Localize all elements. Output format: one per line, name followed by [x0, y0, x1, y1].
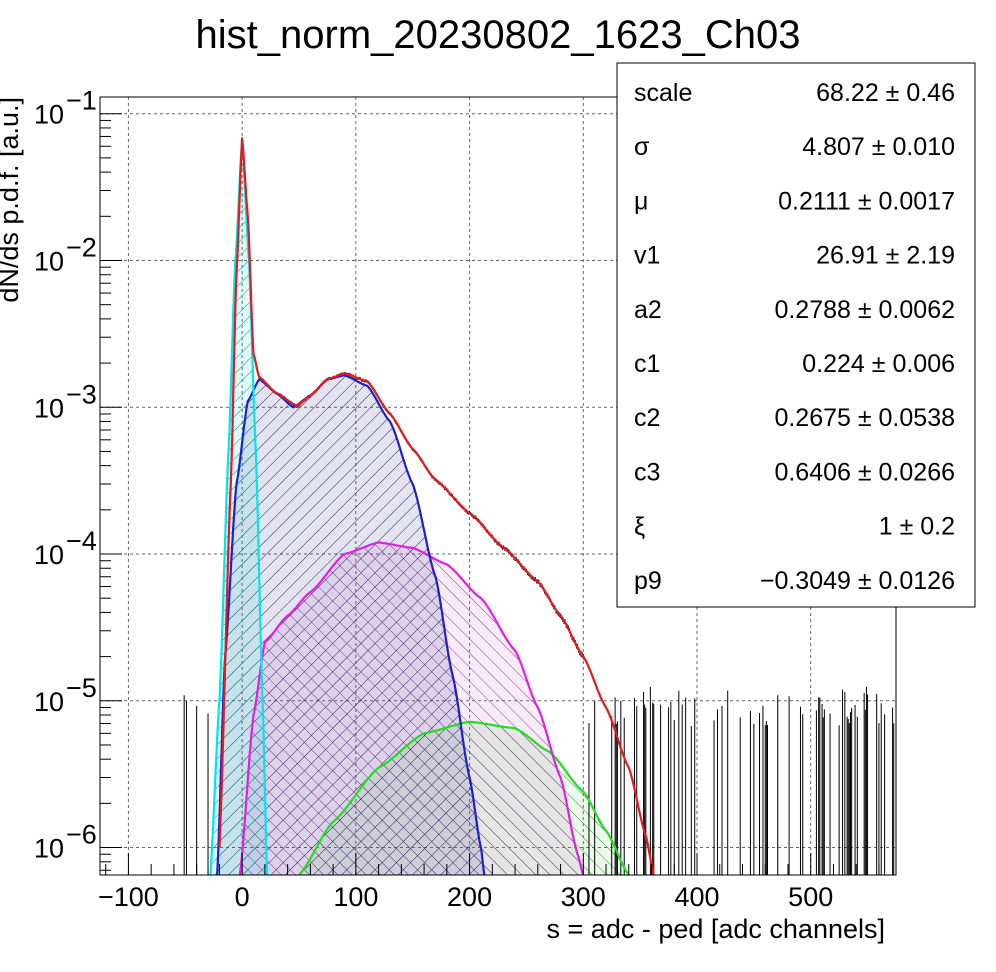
fit-stats-box: scale 68.22 ± 0.46 σ 4.807 ± 0.010 μ 0.2111 ±… [616, 62, 976, 608]
stat-label: scale [634, 79, 692, 107]
stat-value: −0.3049 ± 0.0126 [760, 567, 955, 595]
x-tick-label: 400 [674, 882, 719, 912]
stat-value: 0.6406 ± 0.0266 [774, 458, 955, 486]
y-tick-exponent: −2 [66, 232, 97, 262]
y-tick-exponent: −3 [66, 379, 97, 409]
x-tick-label: 200 [447, 882, 492, 912]
stat-value: 68.22 ± 0.46 [816, 79, 955, 107]
y-tick-label: 10 [34, 687, 64, 717]
stat-label: p9 [634, 567, 662, 595]
stat-value: 26.91 ± 2.19 [816, 242, 955, 270]
x-tick-label: 100 [333, 882, 378, 912]
stat-label: c3 [634, 458, 660, 486]
x-axis-label: s = adc - ped [adc channels] [547, 914, 885, 944]
x-tick-label: 0 [235, 882, 250, 912]
stat-value: 0.2675 ± 0.0538 [774, 404, 955, 432]
y-tick-label: 10 [34, 834, 64, 864]
y-tick-label: 10 [34, 100, 64, 130]
y-tick-exponent: −4 [66, 526, 97, 556]
y-tick-label: 10 [34, 540, 64, 570]
axis-ticks: −100 0 100 200 300 400 50010−610−510−410−310−2… [34, 86, 880, 912]
fit-curve-3-pe [298, 720, 630, 875]
stat-label: c2 [634, 404, 660, 432]
stat-label: μ [634, 187, 648, 215]
stat-label: v1 [634, 242, 660, 270]
y-tick-label: 10 [34, 246, 64, 276]
fit-curve-2-pe [238, 541, 585, 875]
stat-value: 1 ± 0.2 [879, 513, 955, 541]
fit-curve-total [218, 138, 655, 875]
chart-title: hist_norm_20230802_1623_Ch03 [196, 13, 801, 57]
x-tick-label: 500 [788, 882, 833, 912]
y-axis-label: dN/ds p.d.f. [a.u.] [0, 97, 24, 303]
component-hatch-1-pe [217, 375, 485, 875]
stat-value: 0.2788 ± 0.0062 [774, 296, 955, 324]
stat-label: c1 [634, 350, 660, 378]
stat-label: ξ [634, 513, 645, 541]
y-tick-exponent: −1 [66, 86, 97, 116]
y-tick-label: 10 [34, 393, 64, 423]
fit-curve-1-pe [216, 374, 486, 875]
stat-value: 4.807 ± 0.010 [802, 133, 955, 161]
y-tick-exponent: −5 [66, 673, 97, 703]
stat-label: a2 [634, 296, 662, 324]
stat-label: σ [634, 133, 650, 161]
stats-box-frame [616, 62, 976, 608]
stat-value: 0.224 ± 0.006 [802, 350, 955, 378]
y-tick-exponent: −6 [66, 820, 97, 850]
x-tick-label: 300 [561, 882, 606, 912]
stat-value: 0.2111 ± 0.0017 [778, 187, 955, 215]
x-tick-label: −100 [98, 882, 159, 912]
component-curves [209, 138, 655, 875]
